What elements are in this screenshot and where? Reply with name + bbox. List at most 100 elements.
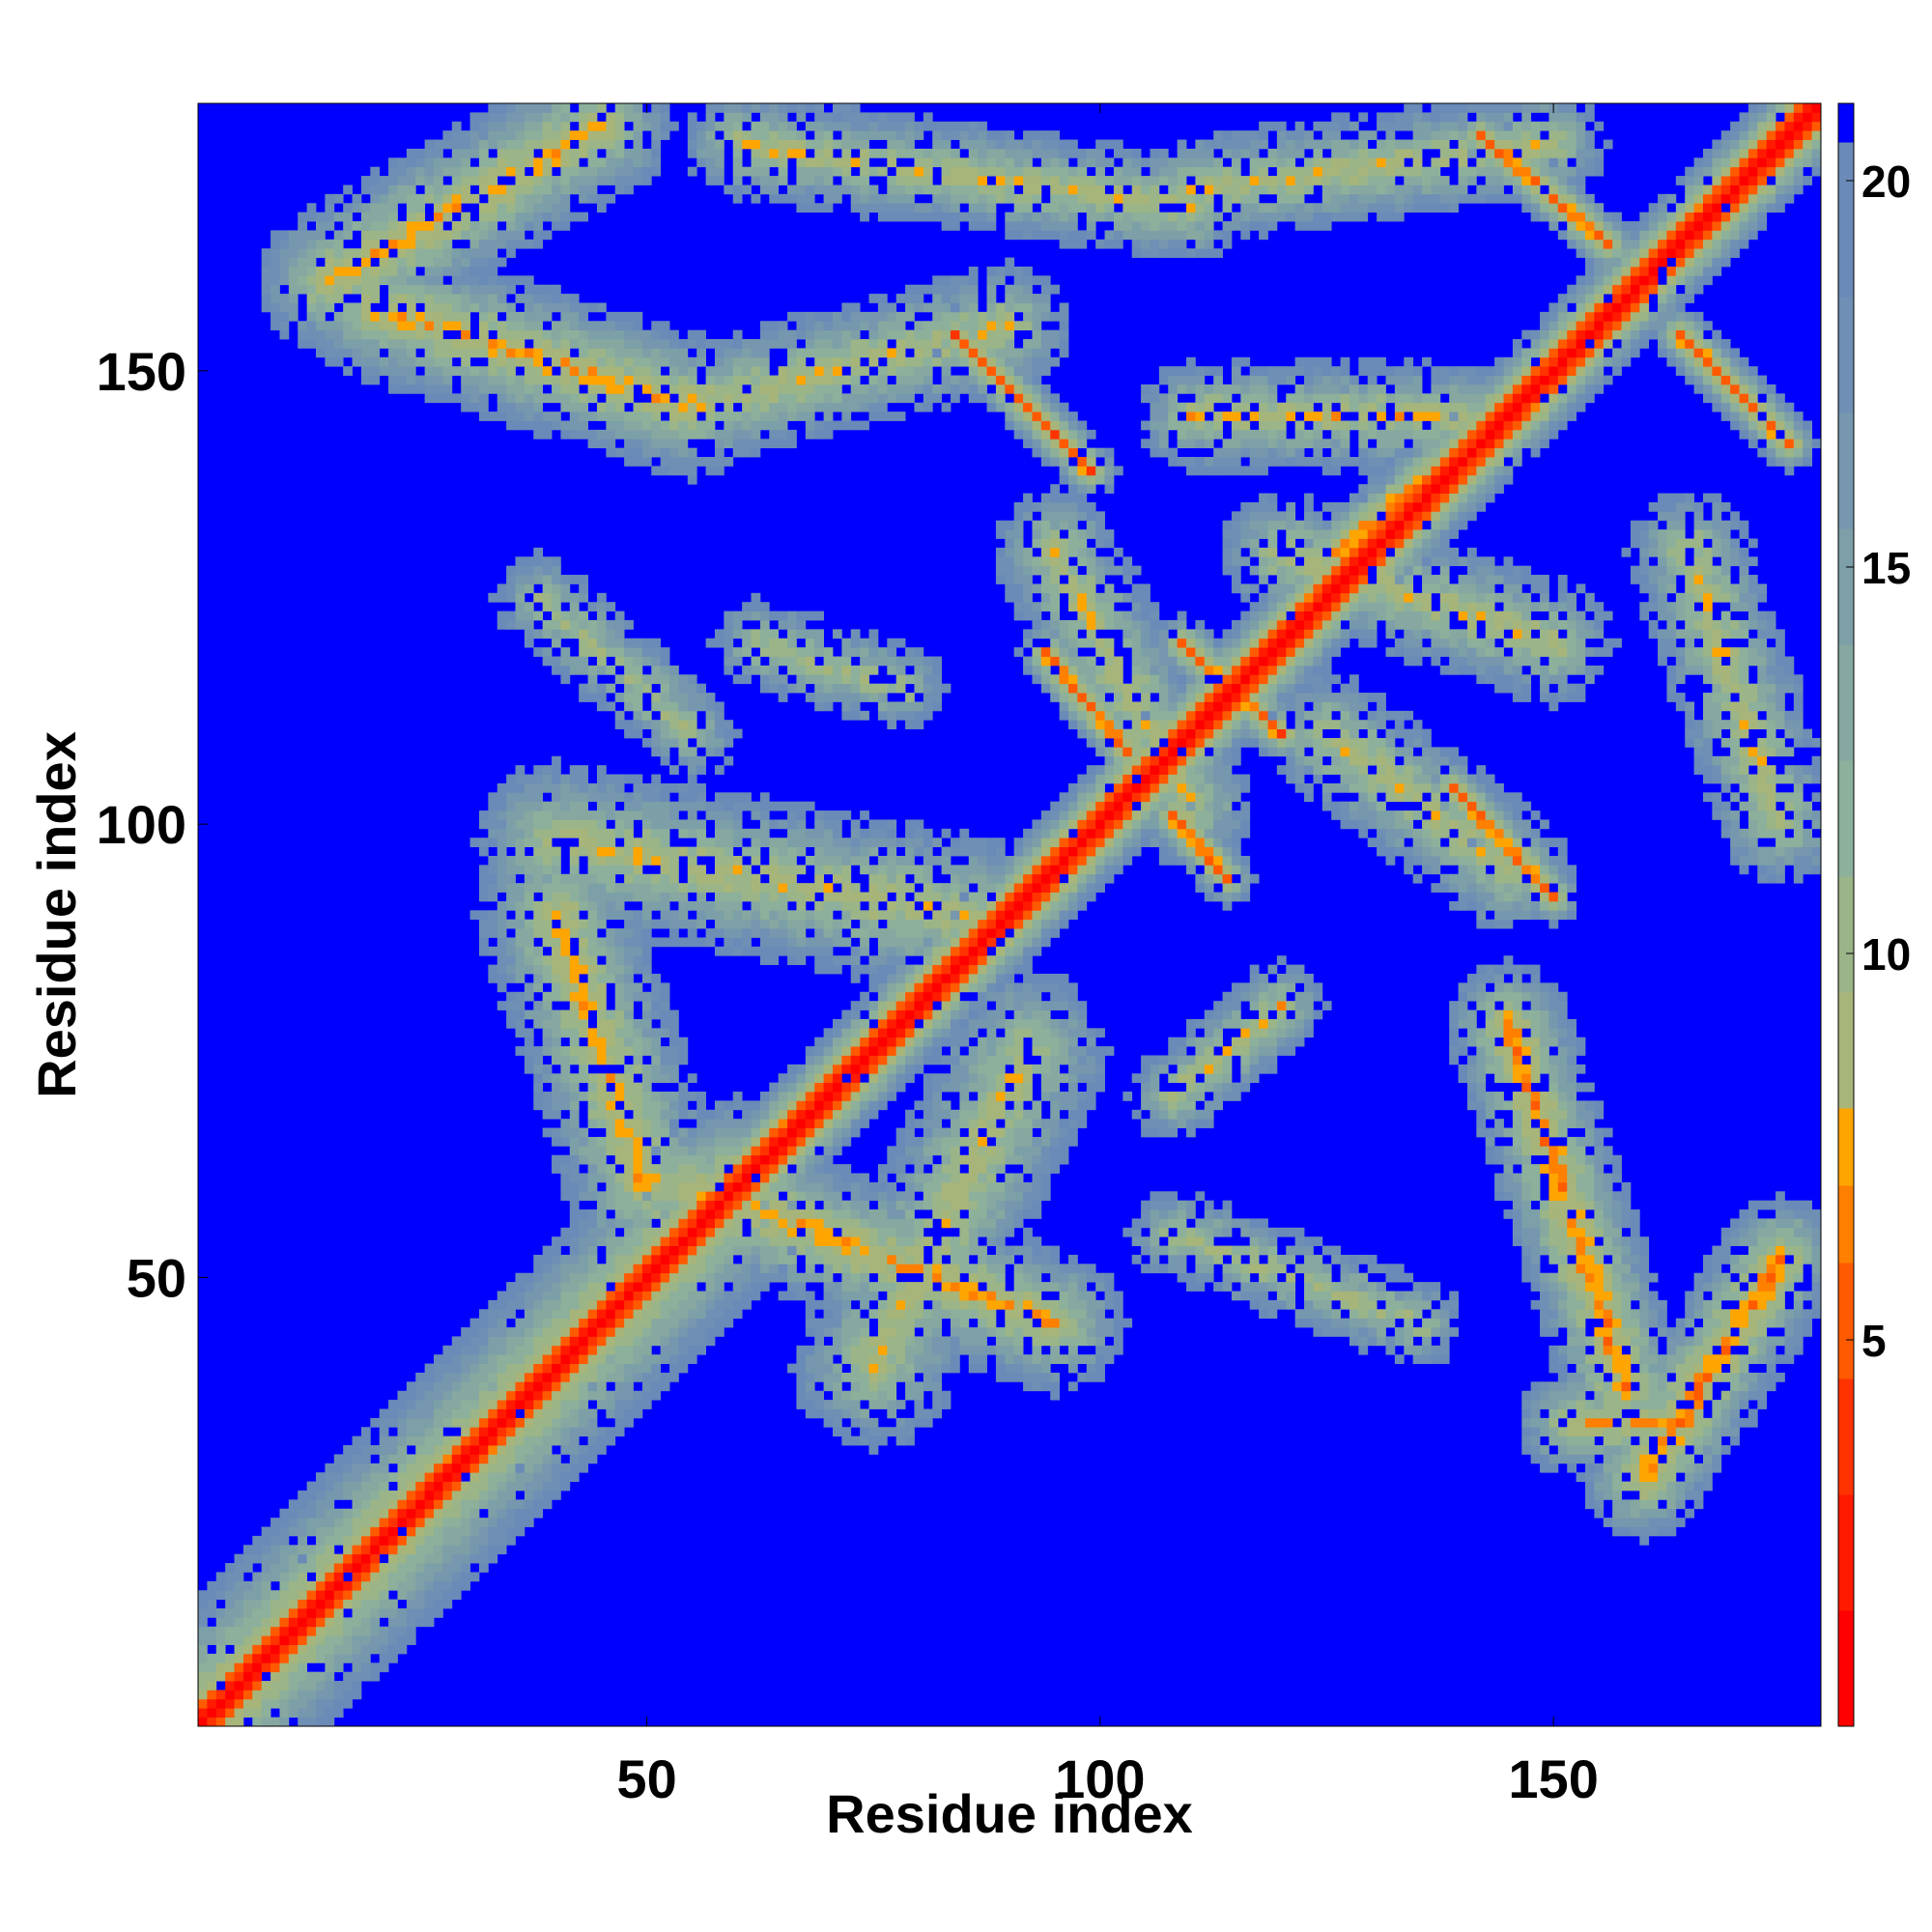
- heatmap-cell: [478, 1454, 489, 1464]
- heatmap-cell: [606, 855, 616, 866]
- heatmap-cell: [614, 819, 625, 830]
- heatmap-cell: [850, 828, 861, 838]
- heatmap-cell: [868, 1435, 879, 1446]
- heatmap-cell: [316, 1508, 326, 1519]
- heatmap-cell: [542, 910, 553, 921]
- heatmap-cell: [560, 366, 571, 376]
- heatmap-cell: [442, 1345, 453, 1355]
- heatmap-cell: [552, 873, 561, 884]
- heatmap-cell: [614, 693, 625, 702]
- heatmap-cell: [606, 619, 616, 630]
- heatmap-cell: [242, 1681, 253, 1690]
- heatmap-cell: [660, 420, 670, 431]
- heatmap-cell: [705, 737, 716, 748]
- heatmap-cell: [868, 1227, 879, 1237]
- heatmap-cell: [614, 1046, 625, 1056]
- heatmap-cell: [641, 1018, 652, 1029]
- heatmap-cell: [868, 1264, 879, 1274]
- heatmap-cell: [506, 1526, 516, 1537]
- heatmap-cell: [769, 937, 780, 948]
- heatmap-cell: [724, 1254, 734, 1264]
- heatmap-cell: [434, 257, 443, 268]
- heatmap-cell: [406, 1400, 416, 1409]
- heatmap-cell: [596, 176, 607, 185]
- heatmap-cell: [379, 257, 389, 268]
- heatmap-cell: [298, 1653, 308, 1663]
- heatmap-cell: [515, 865, 526, 875]
- heatmap-cell: [877, 1381, 888, 1392]
- heatmap-cell: [360, 266, 371, 276]
- heatmap-cell: [614, 157, 625, 168]
- heatmap-cell: [506, 792, 516, 803]
- heatmap-cell: [379, 1518, 389, 1527]
- heatmap-cell: [850, 1327, 861, 1337]
- heatmap-cell: [705, 910, 716, 921]
- heatmap-cell: [778, 148, 788, 158]
- heatmap-cell: [633, 1336, 643, 1347]
- heatmap-cell: [814, 1408, 824, 1419]
- heatmap-cell: [778, 1119, 788, 1128]
- heatmap-cell: [850, 665, 861, 675]
- heatmap-cell: [614, 774, 625, 784]
- heatmap-cell: [669, 366, 679, 376]
- heatmap-cell: [841, 1127, 852, 1138]
- heatmap-cell: [552, 1354, 561, 1364]
- heatmap-cell: [515, 239, 526, 249]
- heatmap-cell: [379, 366, 389, 376]
- heatmap-cell: [579, 819, 588, 830]
- heatmap-cell: [478, 257, 489, 268]
- heatmap-cell: [533, 139, 544, 150]
- heatmap-cell: [678, 402, 689, 412]
- heatmap-cell: [759, 955, 770, 966]
- heatmap-cell: [868, 321, 879, 331]
- heatmap-cell: [687, 1146, 697, 1156]
- heatmap-cell: [360, 294, 371, 303]
- heatmap-cell: [406, 1427, 416, 1437]
- heatmap-cell: [669, 439, 679, 449]
- heatmap-cell: [678, 384, 689, 394]
- heatmap-cell: [352, 329, 362, 340]
- heatmap-cell: [406, 384, 416, 394]
- heatmap-cell: [660, 130, 670, 140]
- heatmap-cell: [569, 1381, 580, 1392]
- heatmap-cell: [198, 1626, 208, 1636]
- heatmap-cell: [660, 1291, 670, 1301]
- heatmap-cell: [579, 873, 588, 884]
- heatmap-cell: [696, 1309, 706, 1320]
- heatmap-cell: [552, 1055, 561, 1065]
- heatmap-cell: [660, 1282, 670, 1292]
- heatmap-cell: [579, 592, 588, 603]
- heatmap-cell: [424, 1526, 435, 1537]
- heatmap-cell: [397, 230, 408, 241]
- heatmap-cell: [877, 1245, 888, 1256]
- heatmap-cell: [370, 1662, 381, 1673]
- heatmap-cell: [524, 1291, 534, 1301]
- heatmap-cell: [579, 339, 588, 349]
- heatmap-cell: [678, 1037, 689, 1047]
- heatmap-cell: [524, 883, 534, 893]
- heatmap-cell: [814, 130, 824, 140]
- heatmap-cell: [868, 402, 879, 412]
- heatmap-cell: [497, 166, 507, 177]
- heatmap-cell: [860, 1064, 869, 1074]
- heatmap-cell: [678, 1227, 689, 1237]
- heatmap-cell: [860, 1082, 869, 1093]
- heatmap-cell: [614, 1082, 625, 1093]
- heatmap-cell: [678, 420, 689, 431]
- heatmap-cell: [805, 1200, 815, 1210]
- heatmap-cell: [552, 592, 561, 603]
- heatmap-cell: [823, 1318, 834, 1328]
- heatmap-cell: [868, 693, 879, 702]
- heatmap-cell: [261, 1607, 271, 1618]
- heatmap-cell: [751, 828, 761, 838]
- heatmap-cell: [579, 193, 588, 204]
- heatmap-cell: [379, 339, 389, 349]
- heatmap-cell: [606, 1291, 616, 1301]
- heatmap-cell: [660, 991, 670, 1002]
- heatmap-cell: [714, 356, 724, 367]
- heatmap-cell: [742, 1200, 752, 1210]
- heatmap-cell: [533, 1463, 544, 1473]
- heatmap-cell: [624, 846, 634, 857]
- heatmap-cell: [624, 1272, 634, 1283]
- heatmap-cell: [442, 348, 453, 358]
